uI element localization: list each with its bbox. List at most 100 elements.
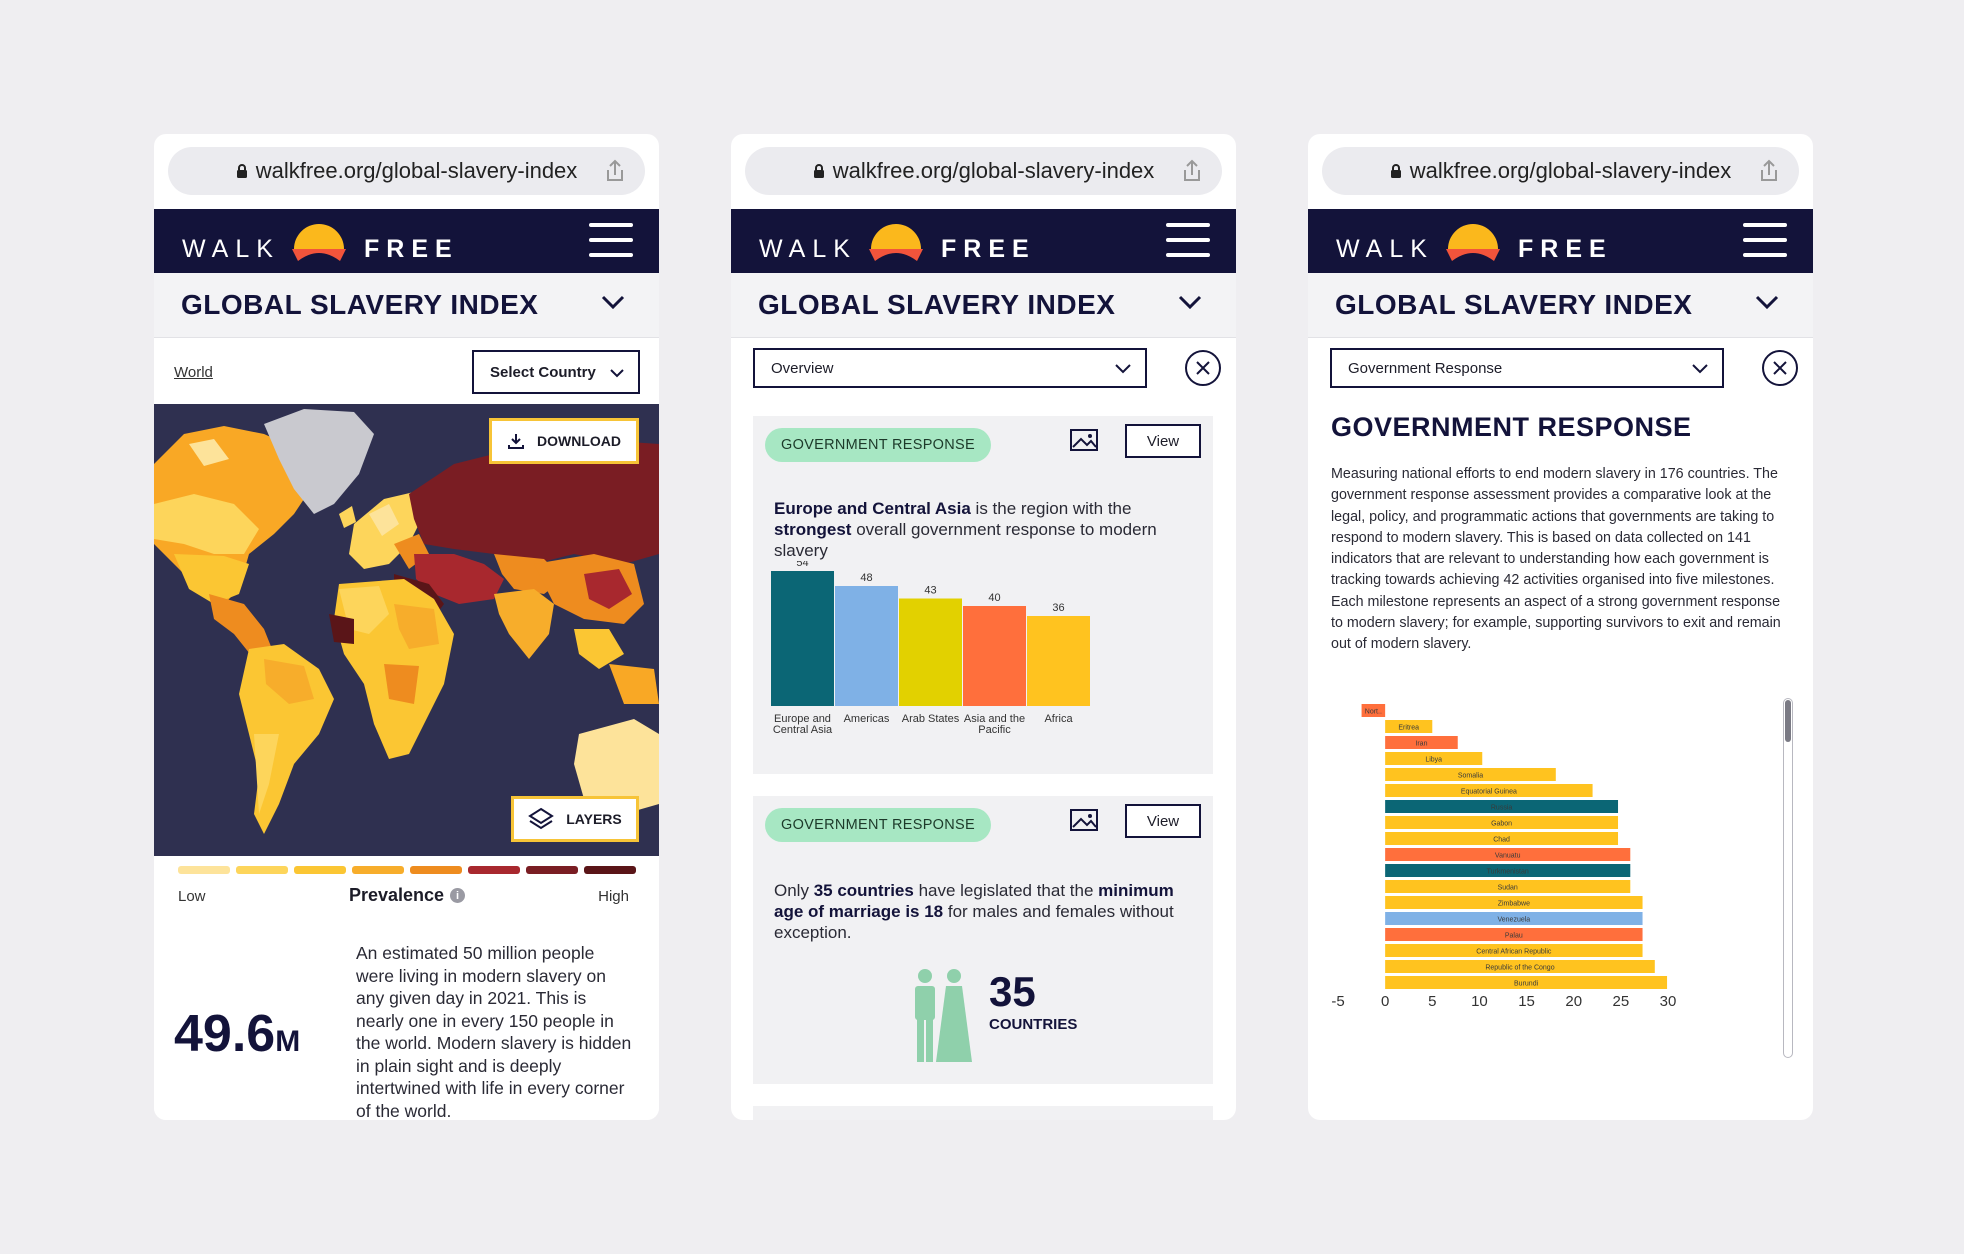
- bar-country-label: Burundi: [1514, 981, 1539, 988]
- section-header[interactable]: GLOBAL SLAVERY INDEX: [731, 273, 1236, 338]
- section-select[interactable]: Overview: [753, 348, 1147, 388]
- stat-unit: M: [275, 1025, 301, 1058]
- bar-country-label: Turkmenistan: [1487, 869, 1529, 876]
- legend-title-text: Prevalence: [349, 885, 445, 905]
- layers-label: LAYERS: [566, 811, 622, 827]
- section-header[interactable]: GLOBAL SLAVERY INDEX: [154, 273, 659, 338]
- category-label: Arab States: [902, 713, 960, 725]
- section-select-value: Overview: [771, 359, 834, 377]
- url-text: walkfree.org/global-slavery-index: [1409, 158, 1732, 183]
- chart-bar: [1027, 616, 1090, 706]
- insight-plain-text: overall government response to modern sl…: [774, 520, 1157, 560]
- category-label: Americas: [844, 713, 890, 725]
- browser-url-bar[interactable]: walkfree.org/global-slavery-index: [168, 147, 645, 195]
- bar-country-label: Republic of the Congo: [1485, 965, 1554, 972]
- browser-url-bar[interactable]: walkfree.org/global-slavery-index: [1322, 147, 1799, 195]
- x-tick-label: 10: [1471, 993, 1488, 1010]
- logo-walk-text: WALK: [182, 235, 280, 263]
- url-text: walkfree.org/global-slavery-index: [832, 158, 1155, 183]
- logo-free-text: FREE: [1518, 235, 1613, 263]
- chart-scrollbar[interactable]: [1783, 698, 1793, 1058]
- chart-bar: [835, 586, 898, 706]
- chart-bar: [1385, 848, 1631, 861]
- site-title: GLOBAL SLAVERY INDEX: [181, 289, 539, 320]
- image-icon[interactable]: [1069, 808, 1099, 832]
- site-nav: WALK FREE: [1308, 209, 1813, 273]
- chart-bar: [1385, 880, 1631, 893]
- lock-icon: [236, 164, 247, 178]
- insight-text: Only 35 countries have legislated that t…: [774, 880, 1194, 943]
- phone-screen-overview: walkfree.org/global-slavery-index WALK F…: [731, 134, 1236, 1120]
- world-map[interactable]: DOWNLOAD LAYERS: [154, 404, 659, 856]
- chart-bar: [1385, 960, 1655, 973]
- legend-swatch: [236, 866, 288, 874]
- walk-free-logo[interactable]: WALK FREE: [759, 217, 1029, 267]
- insight-text: Europe and Central Asia is the region wi…: [774, 498, 1194, 561]
- category-badge: GOVERNMENT RESPONSE: [765, 808, 991, 842]
- section-select[interactable]: Government Response: [1330, 348, 1724, 388]
- bar-country-label: Equatorial Guinea: [1461, 789, 1517, 796]
- download-label: DOWNLOAD: [537, 433, 621, 449]
- legend-swatch: [178, 866, 230, 874]
- download-button[interactable]: DOWNLOAD: [489, 418, 639, 464]
- site-nav: WALK FREE: [731, 209, 1236, 273]
- country-select[interactable]: Select Country: [472, 350, 640, 394]
- bar-country-label: Russia: [1491, 805, 1513, 812]
- image-icon[interactable]: [1069, 428, 1099, 452]
- x-tick-label: 0: [1381, 993, 1389, 1010]
- bar-country-label: Gabon: [1491, 821, 1512, 828]
- bar-country-label: Nort..: [1365, 709, 1382, 716]
- hamburger-menu-icon[interactable]: [1166, 223, 1210, 259]
- close-icon: [1196, 361, 1210, 375]
- x-tick-label: -5: [1331, 993, 1344, 1010]
- site-title: GLOBAL SLAVERY INDEX: [758, 289, 1116, 320]
- close-button[interactable]: [1762, 350, 1798, 386]
- chevron-down-icon[interactable]: [1178, 295, 1202, 309]
- chart-scrollbar-thumb[interactable]: [1785, 700, 1791, 742]
- bar-country-label: Sudan: [1498, 885, 1518, 892]
- category-label: Asia and the: [964, 713, 1025, 725]
- walk-free-logo[interactable]: WALK FREE: [1336, 217, 1606, 267]
- hamburger-menu-icon[interactable]: [1743, 223, 1787, 259]
- info-icon[interactable]: i: [450, 888, 466, 903]
- hamburger-menu-icon[interactable]: [589, 223, 633, 259]
- legend-title: Prevalence i: [349, 885, 466, 906]
- chevron-down-icon: [1692, 364, 1708, 374]
- bar-country-label: Chad: [1493, 837, 1510, 844]
- chevron-down-icon[interactable]: [1755, 295, 1779, 309]
- view-button[interactable]: View: [1125, 804, 1201, 838]
- insight-bold-text: 35 countries: [813, 881, 914, 900]
- close-button[interactable]: [1185, 350, 1221, 386]
- insight-card: GOVERNMENT RESPONSE View Only 35 countri…: [753, 796, 1213, 1084]
- legend-swatch: [352, 866, 404, 874]
- view-button[interactable]: View: [1125, 424, 1201, 458]
- chart-bar: [1385, 816, 1619, 829]
- chart-bar: [1385, 912, 1643, 925]
- bar-country-label: Venezuela: [1497, 917, 1530, 924]
- big-statistic: 49.6M: [174, 1004, 300, 1064]
- legend-swatch: [410, 866, 462, 874]
- share-icon[interactable]: [1759, 159, 1779, 183]
- chart-bar: [899, 598, 962, 706]
- section-select-value: Government Response: [1348, 359, 1503, 377]
- legend-high-label: High: [598, 888, 629, 905]
- chart-bar: [963, 606, 1026, 706]
- category-label: Europe and: [774, 713, 831, 725]
- bar-country-label: Central African Republic: [1476, 949, 1552, 956]
- breadcrumb-world[interactable]: World: [174, 364, 213, 381]
- insight-bold-text: minimum age of marriage is 18: [774, 881, 1174, 921]
- bar-value-label: 43: [924, 585, 936, 597]
- share-icon[interactable]: [605, 159, 625, 183]
- chevron-down-icon[interactable]: [601, 295, 625, 309]
- sunrise-logo-icon: [292, 224, 346, 261]
- share-icon[interactable]: [1182, 159, 1202, 183]
- insight-bold-text: Europe and Central Asia: [774, 499, 971, 518]
- bar-country-label: Palau: [1505, 933, 1523, 940]
- section-header[interactable]: GLOBAL SLAVERY INDEX: [1308, 273, 1813, 338]
- bar-country-label: Somalia: [1458, 773, 1483, 780]
- browser-url-bar[interactable]: walkfree.org/global-slavery-index: [745, 147, 1222, 195]
- sunrise-logo-icon: [1446, 224, 1500, 261]
- walk-free-logo[interactable]: WALK FREE: [182, 217, 452, 267]
- layers-button[interactable]: LAYERS: [511, 796, 639, 842]
